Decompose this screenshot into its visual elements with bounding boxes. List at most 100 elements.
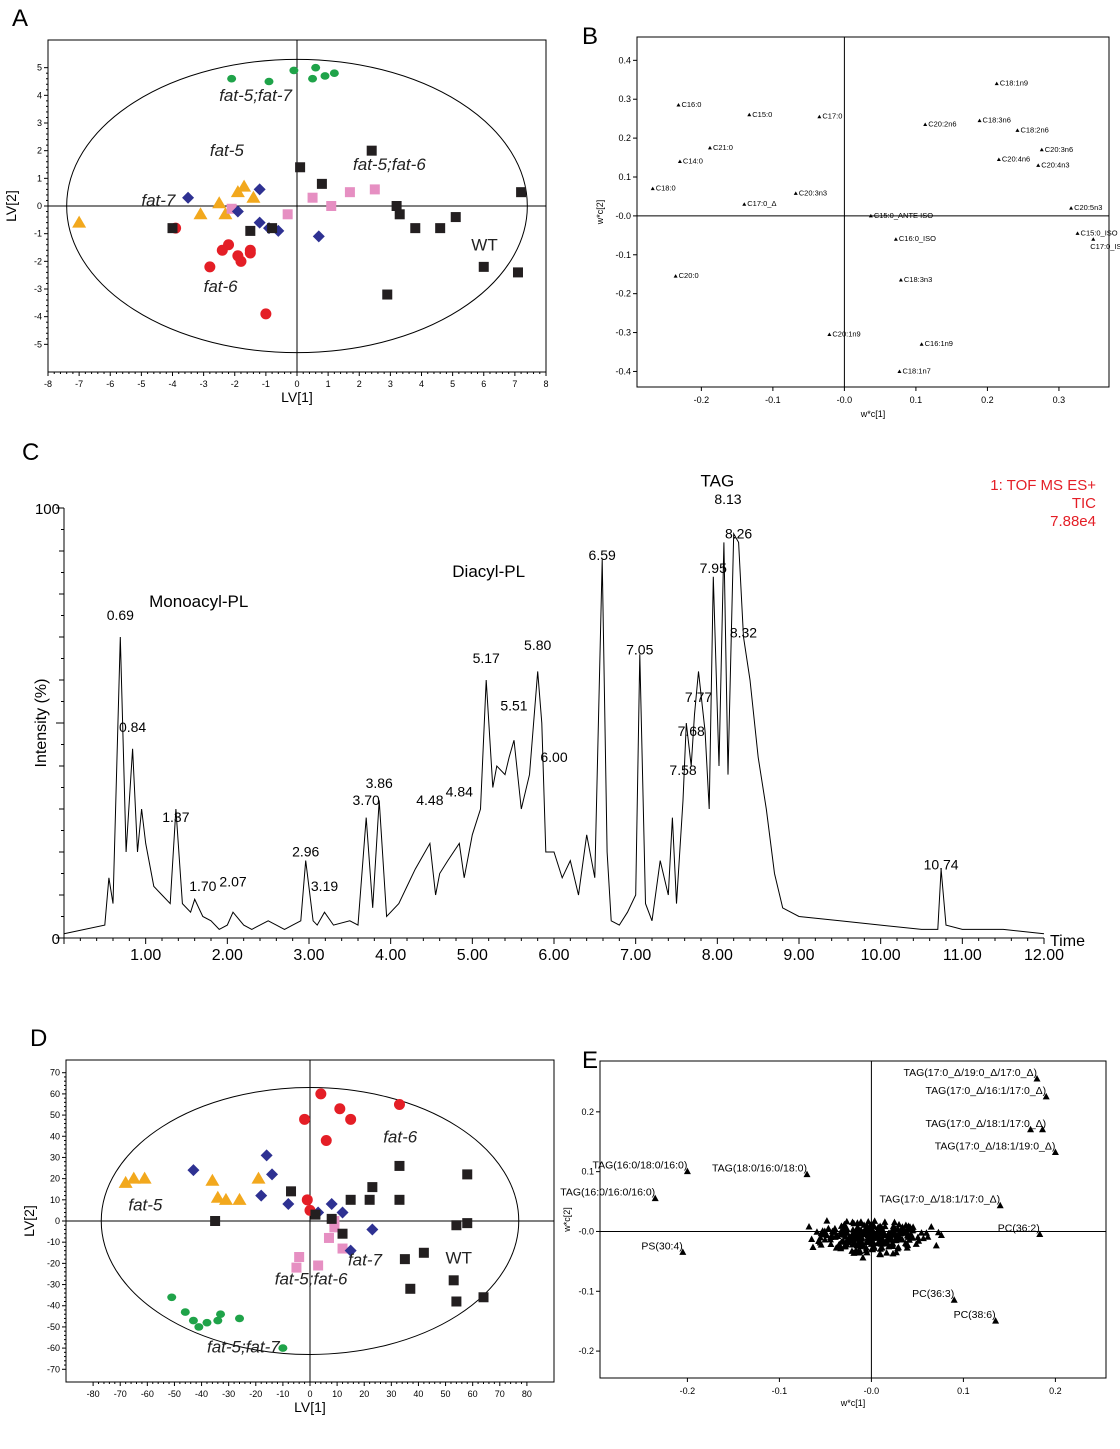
loading-point <box>900 1228 908 1236</box>
x-tick-label: 80 <box>522 1389 532 1399</box>
x-tick-label: 3 <box>388 379 393 389</box>
loading-annotation: TAG(16:0/18:0/16:0) <box>592 1160 687 1172</box>
data-point <box>320 1135 332 1146</box>
data-point <box>235 1314 245 1323</box>
loading-point <box>803 1170 811 1178</box>
loading-point <box>679 1248 687 1255</box>
peak-label: 10.74 <box>924 857 959 873</box>
loading-point <box>992 1317 1000 1324</box>
data-point <box>394 1194 405 1205</box>
x-tick-label: -0.0 <box>837 395 853 405</box>
loading-point <box>826 1235 834 1243</box>
x-tick-label: 4 <box>419 379 424 389</box>
loading-point <box>897 369 902 373</box>
y-tick-label: 0.4 <box>618 55 631 65</box>
x-tick-label: 40 <box>413 1389 423 1399</box>
loading-point <box>915 1237 923 1244</box>
data-point <box>399 1254 410 1265</box>
peak-label: 8.32 <box>730 624 757 640</box>
loading-point <box>1027 1125 1035 1133</box>
group-label: fat-5 <box>210 141 245 160</box>
loading-label: C17:0 <box>822 112 842 121</box>
instrument-info: 1: TOF MS ES+ <box>990 477 1096 494</box>
x-tick-label: -20 <box>249 1389 262 1399</box>
plot-frame <box>636 36 1110 388</box>
data-point <box>394 1160 405 1171</box>
loading-point <box>1036 163 1041 167</box>
loading-label: C17:0_Δ <box>747 199 776 208</box>
loading-point <box>747 112 752 117</box>
peak-label: 7.05 <box>626 642 653 658</box>
loading-point <box>813 1228 821 1235</box>
data-point <box>216 244 228 256</box>
y-tick-label: -10 <box>47 1237 60 1247</box>
loading-label: C20:1n9 <box>832 330 860 339</box>
x-tick-label: 2 <box>357 379 362 389</box>
loading-point <box>893 237 898 241</box>
data-point <box>320 72 330 80</box>
y-tick-label: -0.1 <box>578 1286 594 1296</box>
data-point <box>299 1113 311 1125</box>
data-point <box>308 74 318 83</box>
y-axis-label: LV[2] <box>3 190 19 222</box>
loading-point <box>868 213 873 218</box>
data-point <box>204 261 216 273</box>
loading-point <box>864 1233 872 1241</box>
loading-label: C18:3n3 <box>904 275 932 284</box>
loading-label: C15:0 <box>752 110 772 119</box>
loading-annotation: TAG(18:0/16:0/18:0) <box>712 1163 807 1175</box>
x-tick-label: -0.2 <box>694 395 710 405</box>
group-label: fat-6 <box>204 277 239 296</box>
y-tick-label: 100 <box>35 501 60 518</box>
y-tick-label: -0.2 <box>578 1346 594 1356</box>
x-tick-label: -40 <box>195 1389 208 1399</box>
loading-point <box>895 1220 903 1228</box>
data-point <box>137 1171 152 1184</box>
loading-label: C20:5n3 <box>1074 203 1102 212</box>
x-tick-label: 0 <box>294 379 299 389</box>
group-label: WT <box>446 1248 472 1267</box>
data-point <box>364 1194 375 1205</box>
data-point <box>311 63 321 72</box>
data-point <box>218 1192 233 1205</box>
loading-annotation: TAG(17:0_Δ/19:0_Δ/17:0_Δ) <box>903 1067 1037 1079</box>
peak-label: 4.48 <box>416 792 443 808</box>
loading-point <box>891 1218 899 1226</box>
loading-point <box>850 1230 858 1238</box>
panel-letter: A <box>12 5 28 32</box>
loading-point <box>1091 237 1096 241</box>
y-tick-label: 0.3 <box>618 94 631 104</box>
region-label: Diacyl-PL <box>452 562 525 581</box>
loading-annotation: PC(38:6) <box>954 1309 996 1321</box>
loading-point <box>905 1224 913 1232</box>
data-point <box>194 1323 204 1331</box>
loading-point <box>849 1226 857 1233</box>
data-point <box>312 230 325 243</box>
data-point <box>337 1243 348 1254</box>
data-point <box>282 1198 295 1211</box>
data-point <box>264 77 274 86</box>
loading-point <box>820 1230 828 1238</box>
data-point <box>218 207 233 220</box>
loading-label: C16:0 <box>681 100 701 109</box>
data-point <box>188 1316 198 1325</box>
data-point <box>213 1316 223 1325</box>
plot-frame <box>599 1060 1107 1379</box>
x-axis-label: LV[1] <box>294 1399 326 1415</box>
x-tick-label: 50 <box>441 1389 451 1399</box>
x-tick-label: 8.00 <box>702 947 733 964</box>
data-point <box>246 190 261 203</box>
data-point <box>260 1149 273 1162</box>
x-tick-label: 5 <box>450 379 455 389</box>
data-point <box>315 1088 327 1100</box>
data-point <box>253 216 266 229</box>
loading-point <box>677 159 682 163</box>
data-point <box>369 184 380 195</box>
loading-point <box>854 1224 862 1231</box>
loading-label: C20:4n3 <box>1041 160 1069 169</box>
y-tick-label: 3 <box>37 118 42 128</box>
x-tick-label: 1.00 <box>130 947 161 964</box>
peak-label: 5.80 <box>524 637 551 653</box>
loading-point <box>817 1241 825 1248</box>
